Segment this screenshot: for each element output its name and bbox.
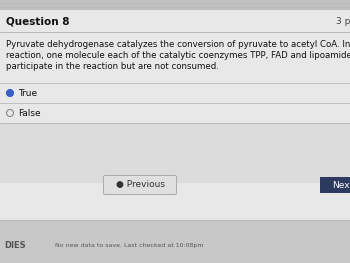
Text: participate in the reaction but are not consumed.: participate in the reaction but are not … (6, 62, 219, 71)
FancyBboxPatch shape (0, 220, 350, 263)
Text: DIES: DIES (4, 240, 26, 250)
Text: 3 pt: 3 pt (336, 17, 350, 26)
Text: False: False (18, 109, 41, 118)
Text: Next: Next (332, 180, 350, 190)
FancyBboxPatch shape (104, 175, 176, 195)
FancyBboxPatch shape (320, 177, 350, 193)
Circle shape (7, 89, 14, 97)
Text: No new data to save. Last checked at 10:08pm: No new data to save. Last checked at 10:… (55, 242, 203, 247)
FancyBboxPatch shape (0, 0, 350, 10)
Text: reaction, one molecule each of the catalytic coenzymes TPP, FAD and lipoamide: reaction, one molecule each of the catal… (6, 51, 350, 60)
Text: True: True (18, 89, 37, 98)
Text: Pyruvate dehydrogenase catalyzes the conversion of pyruvate to acetyl CoA. In th: Pyruvate dehydrogenase catalyzes the con… (6, 40, 350, 49)
FancyBboxPatch shape (0, 32, 350, 263)
FancyBboxPatch shape (0, 123, 350, 183)
Text: ● Previous: ● Previous (116, 180, 164, 190)
Text: Question 8: Question 8 (6, 16, 70, 26)
FancyBboxPatch shape (0, 10, 350, 32)
